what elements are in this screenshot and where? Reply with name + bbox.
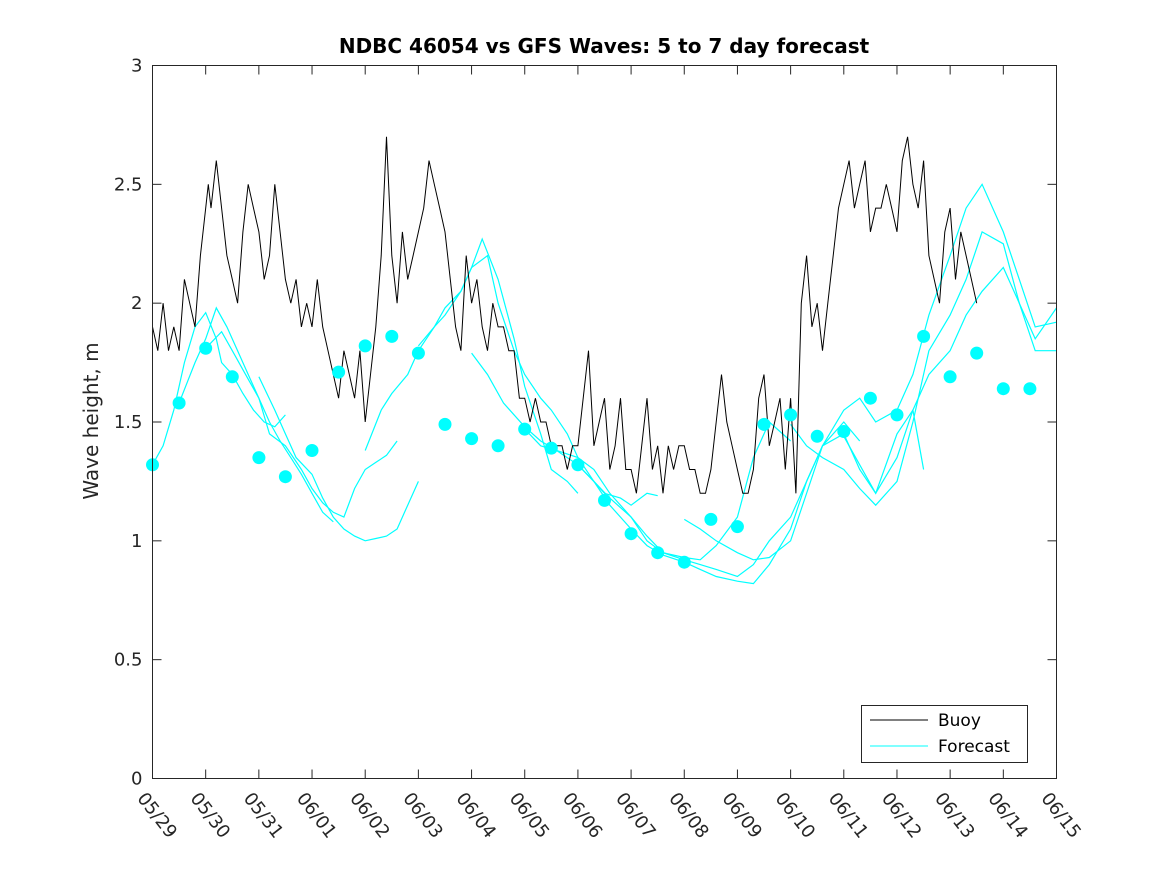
forecast-marker-12 (438, 417, 452, 431)
x-tick-label-12: 06/10 (771, 789, 819, 843)
forecast-marker-9 (358, 339, 372, 353)
forecast-run-3 (205, 330, 398, 518)
x-tick-label-10: 06/08 (664, 789, 712, 843)
forecast-marker-3 (199, 341, 213, 355)
forecast-run-10 (683, 183, 1057, 561)
x-tick-label-7: 06/05 (505, 789, 553, 843)
forecast-marker-16 (544, 441, 558, 455)
y-axis-label: Wave height, m (79, 342, 103, 499)
forecast-run-12 (843, 266, 1057, 495)
x-tick-label-1: 05/30 (186, 789, 234, 843)
x-tick-label-16: 06/14 (983, 789, 1031, 843)
forecast-marker-34 (1023, 382, 1037, 396)
forecast-marker-13 (465, 432, 479, 446)
x-tick-label-4: 06/02 (345, 789, 393, 843)
forecast-run-5 (364, 237, 579, 494)
forecast-run-8 (524, 421, 861, 578)
forecast-marker-17 (571, 458, 585, 472)
x-tick-label-8: 06/06 (558, 789, 606, 843)
y-tick-label-5: 2.5 (114, 174, 143, 195)
x-tick-label-6: 06/04 (452, 789, 500, 843)
forecast-marker-25 (784, 408, 798, 422)
buoy-series-line (152, 136, 978, 494)
forecast-run-9 (577, 408, 925, 585)
forecast-marker-32 (970, 346, 984, 360)
forecast-run-2 (178, 306, 334, 523)
y-tick-label-4: 2 (131, 293, 142, 314)
x-tick-label-17: 06/15 (1037, 789, 1085, 843)
forecast-marker-29 (890, 408, 904, 422)
forecast-marker-31 (943, 370, 957, 384)
y-tick-label-3: 1.5 (114, 412, 143, 433)
forecast-marker-15 (518, 422, 532, 436)
forecast-marker-22 (704, 512, 718, 526)
forecast-marker-18 (598, 493, 611, 507)
y-tick-label-6: 3 (131, 56, 142, 77)
plot-area (146, 136, 1057, 585)
forecast-marker-26 (810, 429, 824, 443)
forecast-marker-4 (225, 370, 239, 384)
forecast-run-11 (790, 231, 1057, 507)
legend-forecast-label: Forecast (938, 737, 1010, 757)
forecast-marker-24 (757, 417, 771, 431)
x-tick-label-13: 06/11 (824, 789, 872, 843)
forecast-marker-11 (411, 346, 425, 360)
y-axis: 0 0.5 1 1.5 2 2.5 3 (114, 56, 1057, 790)
forecast-marker-5 (252, 451, 266, 465)
y-tick-label-2: 1 (131, 531, 142, 552)
legend-box (861, 705, 1028, 763)
y-tick-label-1: 0.5 (114, 650, 143, 671)
forecast-marker-2 (172, 396, 186, 410)
x-tick-label-0: 05/29 (133, 789, 181, 843)
forecast-marker-27 (837, 425, 851, 438)
forecast-marker-7 (305, 444, 319, 457)
forecast-marker-6 (278, 470, 292, 484)
x-tick-label-11: 06/09 (718, 789, 766, 843)
forecast-run-4 (258, 376, 419, 542)
forecast-marker-14 (491, 439, 505, 453)
forecast-marker-20 (651, 546, 665, 560)
forecast-marker-23 (730, 520, 744, 534)
x-tick-label-3: 06/01 (292, 789, 340, 843)
forecast-marker-21 (677, 555, 691, 569)
x-tick-label-9: 06/07 (611, 789, 659, 843)
chart-title: NDBC 46054 vs GFS Waves: 5 to 7 day fore… (339, 34, 870, 58)
y-tick-label-0: 0 (131, 769, 142, 790)
forecast-marker-33 (996, 382, 1010, 396)
forecast-marker-30 (917, 329, 931, 343)
forecast-marker-19 (624, 527, 638, 541)
x-tick-label-2: 05/31 (239, 789, 287, 843)
forecast-run-1 (151, 311, 286, 466)
forecast-marker-8 (332, 365, 346, 379)
x-tick-label-5: 06/03 (398, 789, 446, 843)
legend: Buoy Forecast (861, 705, 1028, 763)
forecast-marker-28 (863, 391, 877, 405)
plot-frame (152, 65, 1057, 779)
x-tick-label-14: 06/12 (877, 789, 925, 843)
forecast-marker-10 (385, 329, 399, 343)
x-tick-label-15: 06/13 (930, 789, 978, 843)
forecast-run-6 (417, 254, 658, 506)
legend-buoy-label: Buoy (938, 711, 981, 731)
